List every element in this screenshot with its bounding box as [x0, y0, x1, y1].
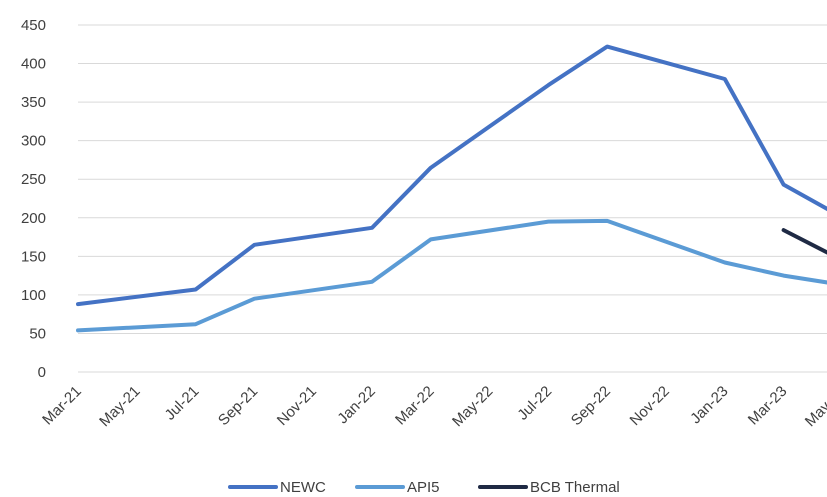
legend-label-api5: API5: [407, 479, 440, 496]
x-axis: Mar-21 May-21 Jul-21 Sep-21 Nov-21 Jan-22 Mar-…: [39, 383, 827, 430]
y-tick-label: 100: [21, 287, 46, 304]
x-tick-label: Jul-22: [514, 383, 555, 424]
x-tick-label: Sep-21: [215, 383, 261, 429]
y-axis: 0 50 100 150 200 250 300 350 400 450: [21, 17, 46, 381]
x-tick-label: Nov-21: [274, 383, 320, 429]
x-tick-label: May-23: [802, 383, 827, 430]
y-tick-label: 450: [21, 17, 46, 34]
series-line-api5: [76, 218, 827, 333]
series-line-bcb-thermal: [781, 228, 827, 255]
x-tick-label: Sep-22: [568, 383, 614, 429]
legend: NEWC API5 BCB Thermal: [228, 479, 620, 496]
y-tick-label: 0: [38, 364, 46, 381]
y-tick-label: 150: [21, 248, 46, 265]
y-tick-label: 50: [29, 325, 46, 342]
x-tick-label: Mar-21: [39, 383, 85, 429]
x-tick-label: Mar-22: [392, 383, 438, 429]
x-tick-label: May-22: [449, 383, 496, 430]
x-tick-label: Jul-21: [162, 383, 203, 424]
legend-label-bcb-thermal: BCB Thermal: [530, 479, 620, 496]
y-tick-label: 300: [21, 133, 46, 150]
x-tick-label: Nov-22: [627, 383, 673, 429]
y-tick-label: 350: [21, 94, 46, 111]
gridlines: [78, 24, 827, 373]
series-lines: [76, 44, 827, 333]
series-line-newc: [76, 44, 827, 307]
y-tick-label: 250: [21, 171, 46, 188]
y-tick-label: 400: [21, 56, 46, 73]
y-tick-label: 200: [21, 210, 46, 227]
x-tick-label: Jan-22: [334, 383, 378, 427]
x-tick-label: May-21: [96, 383, 143, 430]
x-tick-label: Mar-23: [745, 383, 791, 429]
x-tick-label: Jan-23: [687, 383, 731, 427]
legend-label-newc: NEWC: [280, 479, 326, 496]
